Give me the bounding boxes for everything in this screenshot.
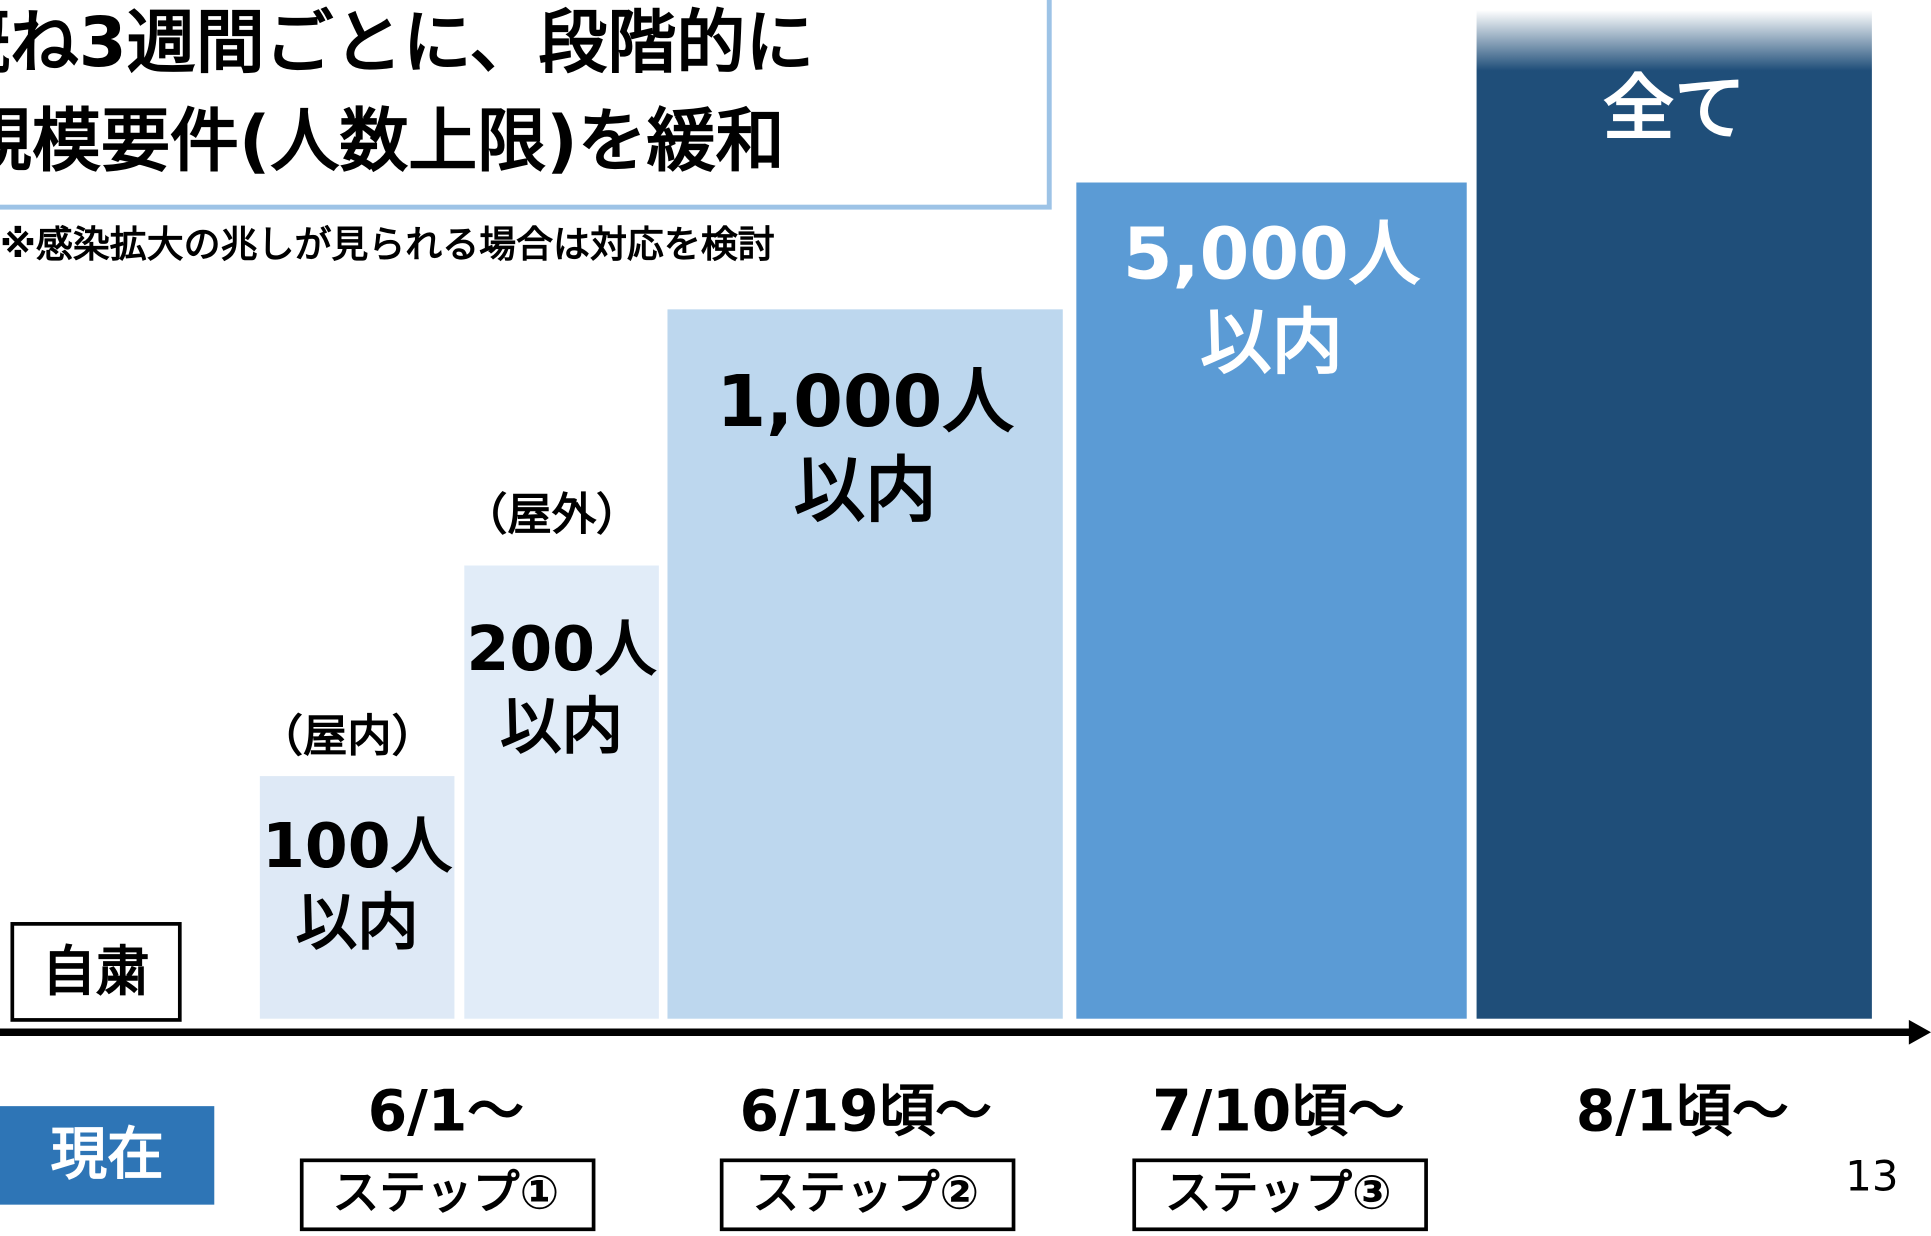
stage-limit: 100人	[262, 810, 453, 882]
stage-suffix: 以内	[500, 691, 623, 763]
stage-suffix: 以内	[1200, 301, 1343, 384]
step-label: ステップ②	[752, 1167, 979, 1221]
step-box	[1132, 1158, 1428, 1232]
stage-bar	[1476, 10, 1872, 1019]
stage-limit: 200人	[467, 613, 658, 685]
stage-bar	[1076, 182, 1467, 1019]
stage-date: 8/1頃～	[1576, 1078, 1789, 1144]
stage-bar	[259, 776, 455, 1019]
stage-venue: （屋内）	[259, 711, 436, 762]
stage-suffix: 以内	[296, 886, 419, 958]
stage-limit: 1,000人	[716, 360, 1014, 443]
step-label: ステップ③	[1165, 1167, 1392, 1221]
note: ※感染拡大の兆しが見られる場合は対応を検討	[0, 223, 775, 266]
step-box	[719, 1158, 1016, 1232]
current-label-box	[0, 1106, 215, 1205]
step-label: ステップ①	[332, 1167, 559, 1221]
stage-limit: 5,000人	[1123, 212, 1421, 295]
stage-limit: 全て	[1603, 67, 1746, 150]
current-state-box	[10, 922, 182, 1022]
title-line: 概ね3週間ごとに、段階的に	[0, 3, 814, 83]
stage-venue: （屋外）	[463, 489, 640, 540]
timeline-arrow	[1908, 1019, 1931, 1045]
stage-date: 6/1～	[368, 1078, 524, 1144]
stage-date: 7/10頃～	[1152, 1078, 1404, 1144]
page-number: 13	[1845, 1151, 1898, 1200]
stage-date: 6/19頃～	[740, 1078, 992, 1144]
title-line: 規模要件(人数上限)を緩和	[0, 102, 785, 182]
stage-bar	[464, 565, 659, 1019]
title-box	[0, 0, 1052, 210]
current-state: 自粛	[42, 940, 150, 1003]
stage-bar	[667, 309, 1063, 1019]
current-label: 現在	[51, 1121, 164, 1187]
stage-suffix: 以内	[794, 449, 937, 532]
step-box	[299, 1158, 596, 1232]
